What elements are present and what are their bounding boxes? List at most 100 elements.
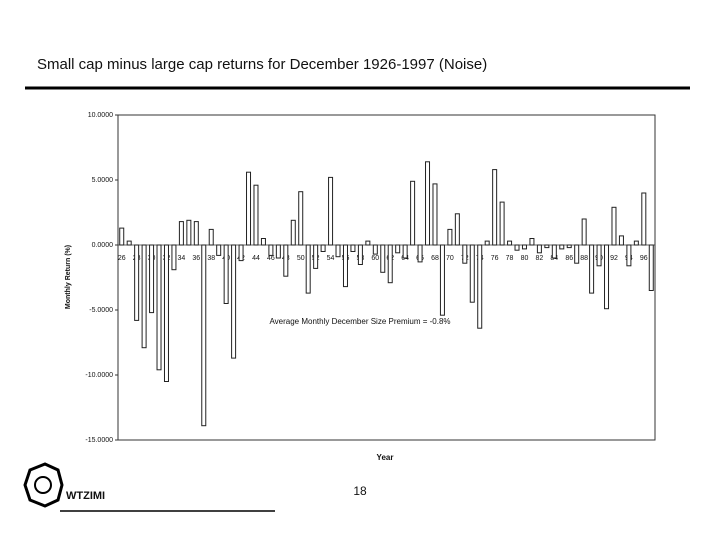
bar	[551, 244, 557, 259]
bar	[275, 244, 281, 259]
bar	[268, 244, 274, 256]
x-tick-label: 86	[565, 255, 573, 262]
y-tick-label: -15.0000	[85, 437, 113, 444]
bar	[544, 244, 550, 249]
bar	[149, 244, 155, 314]
bar	[499, 201, 505, 246]
bar	[447, 228, 453, 246]
x-tick-label: 36	[192, 255, 200, 262]
x-tick-label: 92	[610, 255, 618, 262]
bar	[462, 244, 468, 264]
bar	[589, 244, 595, 294]
bar	[626, 244, 632, 267]
bar	[231, 244, 237, 359]
bar	[193, 221, 199, 246]
bar	[417, 244, 423, 263]
x-tick-label: 34	[177, 255, 185, 262]
bar	[335, 244, 341, 258]
bar	[484, 240, 490, 246]
y-axis-label: Monthly Return (%)	[65, 245, 72, 309]
bar	[342, 244, 348, 288]
bar	[350, 244, 356, 252]
bar	[492, 169, 498, 246]
bar	[208, 228, 214, 246]
x-axis-label: Year	[377, 453, 394, 462]
bar	[223, 244, 229, 304]
logo: WTZIMI	[23, 462, 275, 512]
annotation: Average Monthly December Size Premium = …	[269, 317, 450, 326]
x-tick-label: 96	[640, 255, 648, 262]
bar	[156, 244, 162, 371]
x-tick-label: 26	[118, 255, 126, 262]
bar	[328, 176, 334, 246]
bar	[641, 192, 647, 246]
bar	[298, 191, 304, 246]
bar	[604, 244, 610, 310]
bar	[529, 238, 535, 246]
bar	[260, 238, 266, 246]
bar	[201, 244, 207, 427]
bar	[559, 244, 565, 250]
bar	[596, 244, 602, 267]
plot-frame	[117, 114, 656, 441]
bar	[648, 244, 654, 291]
x-tick-label: 88	[580, 255, 588, 262]
bar	[536, 244, 542, 254]
bar	[402, 244, 408, 259]
y-tick-label: 5.0000	[92, 177, 114, 184]
bar	[581, 218, 587, 246]
bar	[611, 206, 617, 246]
bar	[574, 244, 580, 264]
bar	[387, 244, 393, 284]
x-tick-label: 44	[252, 255, 260, 262]
bar	[566, 244, 572, 249]
y-tick-label: 10.0000	[88, 112, 113, 119]
bar	[238, 244, 244, 262]
bar	[253, 184, 259, 246]
bar	[432, 183, 438, 246]
bar	[365, 240, 371, 246]
x-tick-label: 78	[506, 255, 514, 262]
y-tick-label: 0.0000	[92, 242, 114, 249]
x-tick-label: 68	[431, 255, 439, 262]
bar	[521, 244, 527, 250]
bar	[372, 244, 378, 255]
logo-mark	[23, 462, 64, 508]
x-tick-label: 38	[207, 255, 215, 262]
bar	[395, 244, 401, 254]
bar	[439, 244, 445, 316]
bar	[216, 244, 222, 256]
x-tick-label: 60	[371, 255, 379, 262]
bar	[246, 171, 252, 246]
bar	[357, 244, 363, 265]
bar	[119, 227, 125, 246]
bar	[178, 221, 184, 246]
y-tick-label: -10.0000	[85, 372, 113, 379]
bar	[380, 244, 386, 273]
x-tick-label: 54	[327, 255, 335, 262]
bar	[134, 244, 140, 321]
bar	[425, 161, 431, 246]
bar	[633, 240, 639, 246]
bar	[514, 244, 520, 251]
bar	[163, 244, 169, 382]
bar	[477, 244, 483, 329]
x-tick-label: 80	[521, 255, 529, 262]
bar	[171, 244, 177, 271]
bar	[186, 219, 192, 246]
bar	[469, 244, 475, 303]
x-tick-label: 50	[297, 255, 305, 262]
x-tick-label: 82	[535, 255, 543, 262]
slide-title: Small cap minus large cap returns for De…	[37, 56, 487, 73]
bar	[618, 235, 624, 246]
bar	[454, 213, 460, 246]
y-tick-label: -5.0000	[89, 307, 113, 314]
bar	[410, 180, 416, 246]
page-number: 18	[353, 484, 367, 498]
bar	[305, 244, 311, 294]
bar	[313, 244, 319, 269]
x-tick-label: 46	[267, 255, 275, 262]
bar	[507, 240, 513, 246]
bar	[290, 219, 296, 246]
